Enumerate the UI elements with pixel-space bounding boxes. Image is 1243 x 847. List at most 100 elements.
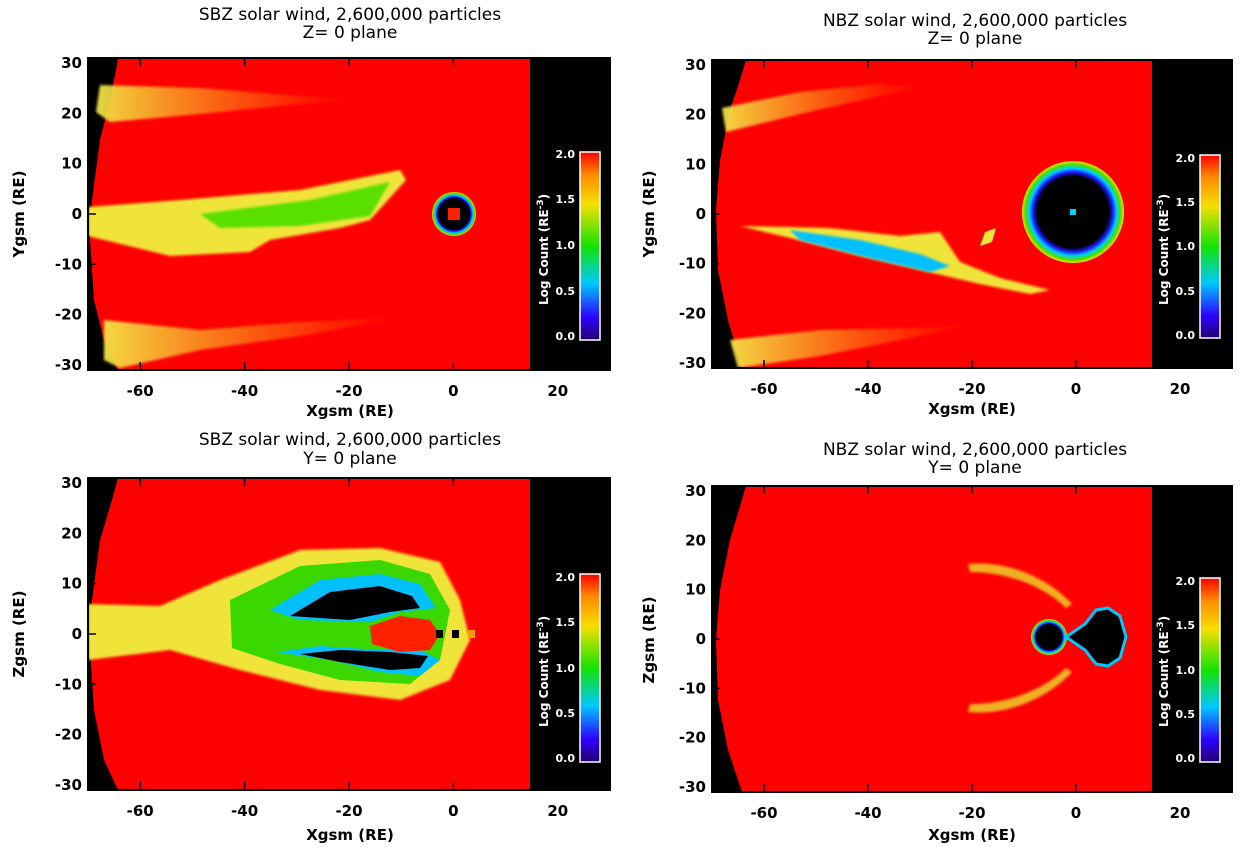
x-tick-label: 0 [1071, 804, 1081, 822]
x-ticks: -60 -40 -20 0 20 [750, 60, 1190, 398]
empty-region-left [88, 58, 118, 370]
panel-title: SBZ solar wind, 2,600,000 particles [199, 430, 501, 450]
y-axis-label: Zgsm (RE) [10, 591, 28, 678]
earth-core [1070, 209, 1076, 215]
colorbar-tick: 0.5 [1176, 708, 1196, 721]
colorbar-tick: 1.0 [556, 239, 576, 252]
y-tick-label: -30 [679, 778, 706, 796]
colorbar-tick: 0.5 [1176, 285, 1196, 298]
panel-title: NBZ solar wind, 2,600,000 particles [823, 11, 1127, 31]
y-tick-label: 0 [72, 205, 82, 223]
colorbar-gradient [1199, 577, 1221, 763]
empty-region-left [712, 486, 746, 792]
y-axis-label: Ygsm (RE) [10, 171, 28, 259]
heatmap-area [712, 60, 1232, 368]
density-fragment [980, 228, 996, 246]
earth-core [448, 208, 460, 220]
y-tick-label: -10 [55, 675, 82, 693]
colorbar: 2.0 1.5 1.0 0.5 0.0 Log Count (RE-3) [536, 571, 601, 765]
colorbar-tick: 2.0 [1176, 152, 1196, 165]
x-tick-label: 0 [448, 802, 458, 820]
panel-sbz-y0: SBZ solar wind, 2,600,000 particles Y= 0… [10, 430, 611, 844]
y-tick-label: 10 [685, 581, 706, 599]
colorbar-tick: 0.0 [556, 330, 576, 343]
empty-region-left [88, 478, 118, 790]
panel-subtitle: Y= 0 plane [927, 458, 1021, 478]
dipole-dot [468, 630, 475, 638]
y-ticks: -30 -20 -10 0 10 20 30 [55, 54, 610, 374]
colorbar-tick: 0.0 [1176, 329, 1196, 342]
x-tick-label: -20 [958, 380, 985, 398]
colorbar-tick: 1.5 [1176, 196, 1196, 209]
colorbar-label: Log Count (RE-3) [1156, 616, 1171, 727]
colorbar-gradient [579, 573, 601, 763]
y-tick-label: 30 [685, 56, 706, 74]
density-band-upper [96, 85, 352, 122]
colorbar-label: Log Count (RE-3) [536, 194, 551, 305]
colorbar: 2.0 1.5 1.0 0.5 0.0 Log Count (RE-3) [1156, 575, 1221, 765]
arc-upper [968, 563, 1072, 608]
x-axis-label: Xgsm (RE) [306, 402, 394, 420]
density-band-lower [104, 318, 400, 368]
y-tick-label: -20 [55, 306, 82, 324]
y-ticks: -30 -20 -10 0 10 20 30 [55, 474, 610, 794]
y-tick-label: 0 [72, 625, 82, 643]
y-tick-label: -10 [679, 255, 706, 273]
dipole-dot [436, 630, 443, 638]
heatmap-area [88, 478, 610, 790]
y-tick-label: 20 [61, 524, 82, 542]
y-tick-label: 30 [61, 54, 82, 72]
x-ticks: -60 -40 -20 0 20 [127, 58, 568, 400]
y-tick-label: 30 [685, 482, 706, 500]
y-ticks: -30 -20 -10 0 10 20 30 [679, 56, 1232, 372]
tail-wedge-core [200, 182, 390, 228]
y-tick-label: 30 [61, 474, 82, 492]
x-tick-label: -60 [750, 804, 777, 822]
panel-sbz-z0: SBZ solar wind, 2,600,000 particles Z= 0… [10, 5, 611, 420]
x-tick-label: 20 [1170, 380, 1191, 398]
dipole-lobe-left [1031, 619, 1067, 655]
heatmap-area [88, 58, 610, 370]
arc-lower [968, 668, 1072, 713]
density-band-upper [722, 84, 920, 132]
x-tick-label: -20 [335, 382, 362, 400]
heatmap-background [712, 486, 1232, 792]
x-tick-label: 20 [1170, 804, 1191, 822]
x-tick-label: -40 [854, 380, 881, 398]
colorbar-tick: 0.5 [556, 285, 576, 298]
y-tick-label: -20 [679, 729, 706, 747]
y-tick-label: -10 [55, 255, 82, 273]
lobe-upper [290, 586, 420, 620]
y-tick-label: 0 [696, 205, 706, 223]
panel-nbz-y0: NBZ solar wind, 2,600,000 particles Y= 0… [640, 440, 1233, 844]
y-tick-label: 0 [696, 630, 706, 648]
x-axis-label: Xgsm (RE) [928, 826, 1016, 844]
panel-subtitle: Z= 0 plane [928, 29, 1023, 49]
y-tick-label: -30 [679, 354, 706, 372]
inner-cavity [370, 616, 440, 652]
x-tick-label: 20 [547, 802, 568, 820]
y-tick-label: 20 [61, 104, 82, 122]
x-tick-label: -60 [750, 380, 777, 398]
y-tick-label: -30 [55, 776, 82, 794]
x-tick-label: -40 [231, 802, 258, 820]
colorbar-tick: 0.0 [556, 752, 576, 765]
dipole-dot [452, 630, 459, 638]
empty-region-left [712, 60, 746, 368]
tail-sheet-core [790, 230, 950, 272]
colorbar: 2.0 1.5 1.0 0.5 0.0 Log Count (RE-3) [536, 148, 601, 343]
colorbar-label: Log Count (RE-3) [1156, 194, 1171, 305]
x-axis-label: Xgsm (RE) [928, 400, 1016, 418]
colorbar-gradient [579, 151, 601, 341]
heatmap-area [712, 486, 1232, 792]
y-tick-label: 10 [61, 575, 82, 593]
y-tick-label: 20 [685, 531, 706, 549]
x-tick-label: -20 [958, 804, 985, 822]
colorbar: 2.0 1.5 1.0 0.5 0.0 Log Count (RE-3) [1156, 152, 1221, 342]
dipole-lobe-right [1063, 606, 1128, 668]
y-tick-label: 10 [685, 155, 706, 173]
lobe-lower [300, 650, 428, 670]
x-tick-label: 20 [547, 382, 568, 400]
x-tick-label: 0 [448, 382, 458, 400]
x-tick-label: 0 [1071, 380, 1081, 398]
